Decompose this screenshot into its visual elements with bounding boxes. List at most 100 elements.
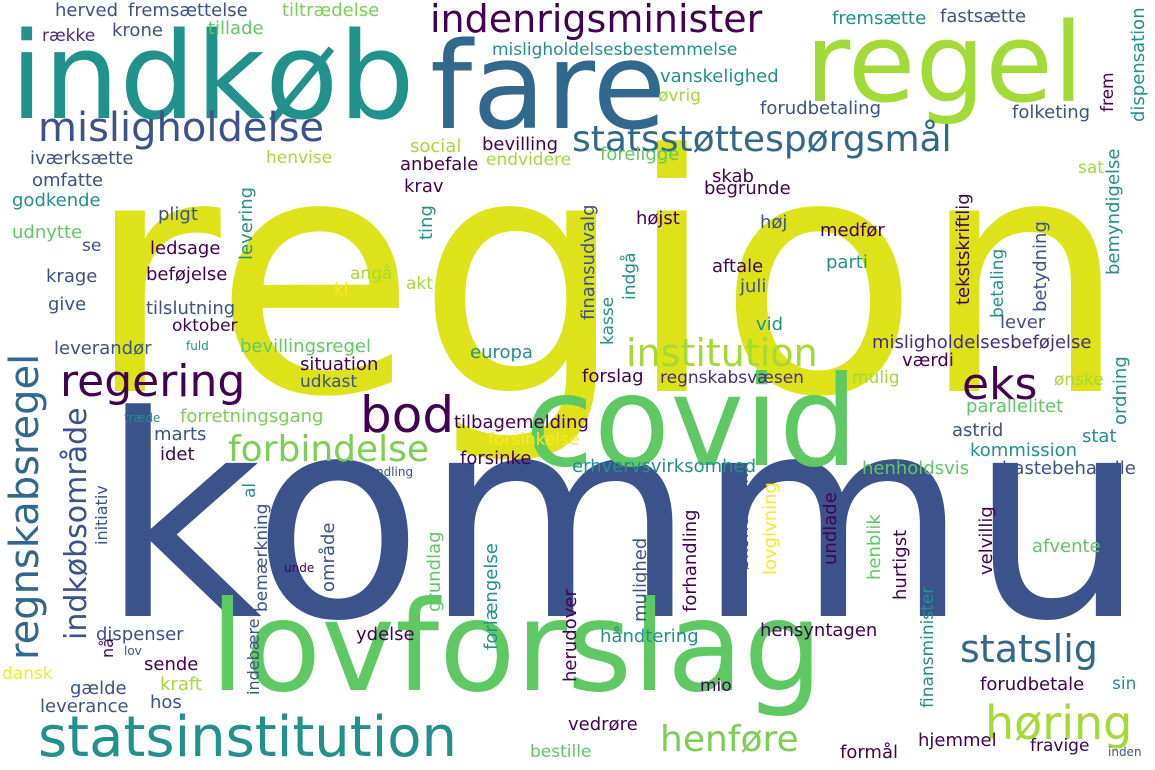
word-finansminister: finansminister — [918, 586, 938, 708]
word-skab: skab — [712, 166, 754, 187]
word-statslig: statslig — [960, 627, 1098, 671]
word-forslag: forslag — [582, 366, 644, 387]
word-okonomisk: økonomisk — [732, 473, 753, 570]
word-lov: lov — [124, 644, 142, 658]
word-kommune: kommune — [100, 357, 1155, 683]
word-henholdsvis: henholdsvis — [862, 458, 970, 479]
word-mulighed: mulighed — [630, 537, 651, 622]
word-forsinke: forsinke — [460, 448, 532, 469]
word-tillade: tillade — [208, 18, 264, 39]
word-velvillig: velvillig — [976, 506, 997, 575]
word-statsinstitution: statsinstitution — [38, 705, 458, 770]
word-horing: høring — [985, 696, 1133, 750]
word-misligholdelse: misligholdelse — [38, 105, 325, 151]
word-astrid: astrid — [952, 420, 1004, 441]
word-herudover: herudover — [560, 589, 581, 682]
word-region: region — [85, 85, 1129, 469]
word-formal: formål — [840, 742, 898, 763]
word-regnskabsregel: regnskabsregel — [2, 353, 48, 660]
word-al: al — [240, 482, 260, 498]
word-ting: ting — [416, 205, 437, 240]
word-krav: krav — [404, 176, 444, 197]
word-hensyntagen: hensyntagen — [760, 620, 878, 641]
word-sat: sat — [1078, 158, 1104, 178]
word-parti: parti — [826, 252, 868, 273]
word-afvente: afvente — [1032, 536, 1101, 557]
word-ledsage: ledsage — [150, 238, 221, 259]
word-medfor: medfør — [820, 220, 885, 241]
word-regnskabsvaesen: regnskabsvæsen — [660, 368, 804, 388]
word-situation: situation — [300, 354, 379, 375]
word-stat: stat — [1082, 426, 1117, 447]
word-folketing: folketing — [1012, 102, 1091, 123]
word-gaelde: gælde — [70, 678, 127, 699]
word-forretningsgang: forretningsgang — [180, 406, 324, 427]
word-fremsaettelse: fremsættelse — [128, 0, 248, 21]
word-undlade: undlade — [820, 492, 841, 565]
word-parallelitet: parallelitet — [966, 396, 1064, 417]
word-traede: træde — [124, 411, 161, 425]
word-forudbetale: forudbetale — [980, 674, 1085, 695]
word-hojst: højst — [636, 208, 680, 229]
word-ivaerksaette: iværksætte — [30, 148, 134, 169]
word-give: give — [48, 294, 87, 315]
word-initiativ: initiativ — [92, 485, 111, 545]
word-herved: herved — [55, 0, 119, 21]
word-bevillingsregel: bevillingsregel — [240, 336, 371, 357]
word-ydelse: ydelse — [356, 624, 415, 645]
word-udnytte: udnytte — [12, 222, 83, 243]
word-mio: mio — [700, 676, 732, 696]
word-lovgivning: lovgivning — [760, 482, 781, 575]
word-lovforslag: lovforslag — [210, 575, 823, 720]
word-bod: bod — [360, 386, 455, 444]
word-hjemmel: hjemmel — [918, 730, 997, 751]
word-fastsaette: fastsætte — [940, 6, 1027, 27]
word-indkobsomrade: indkøbsområde — [59, 407, 94, 640]
word-vedrore: vedrøre — [568, 714, 638, 735]
word-tilbagemelding: tilbagemelding — [454, 412, 589, 433]
word-mulig: mulig — [852, 368, 900, 388]
word-erhvervsvirksomhed: erhvervsvirksomhed — [572, 456, 757, 477]
word-anga: angå — [350, 264, 393, 284]
word-hos: hos — [150, 692, 182, 713]
word-idet: idet — [160, 444, 195, 465]
word-and: and — [372, 485, 395, 499]
word-juli: juli — [740, 276, 767, 297]
word-lever: lever — [1000, 312, 1046, 333]
word-dispenser: dispenser — [96, 624, 184, 645]
word-leverandor: leverandør — [54, 338, 152, 359]
word-betydning: betydning — [1030, 221, 1051, 312]
word-forudbetaling: forudbetaling — [760, 98, 882, 119]
word-indkob: indkøb — [10, 8, 415, 147]
word-ovrig: øvrig — [658, 86, 701, 106]
word-social: social — [410, 136, 462, 157]
word-marts: marts — [154, 424, 207, 445]
word-henblik: henblik — [864, 514, 885, 580]
word-kl: kl — [334, 280, 349, 300]
word-fare: fare — [430, 18, 667, 157]
word-misligholdelsesbefojelse: misligholdelsesbeføjelse — [872, 332, 1092, 353]
word-udkast: udkast — [300, 372, 358, 392]
word-indenrigsminister: indenrigsminister — [430, 0, 763, 41]
word-raekke: række — [42, 26, 96, 46]
word-pligt: pligt — [158, 204, 198, 225]
word-fuld: fuld — [186, 339, 209, 353]
word-bestille: bestille — [530, 742, 592, 762]
word-covid: covid — [525, 350, 859, 495]
word-hastebehandle: hastebehandle — [1002, 458, 1136, 479]
word-bevilling: bevilling — [482, 134, 558, 155]
word-statsstottesporgsmal: statsstøttespørgsmål — [572, 119, 952, 160]
word-oktober: oktober — [172, 316, 238, 336]
word-begrunde: begrunde — [704, 178, 791, 199]
word-kraft: kraft — [160, 674, 202, 695]
word-forhandling: forhandling — [680, 509, 701, 612]
word-omrade: område — [318, 522, 339, 592]
word-fravige: fravige — [1030, 736, 1090, 756]
word-ordning: ordning — [1110, 356, 1131, 425]
word-regel: regel — [805, 0, 1084, 127]
word-levering: levering — [236, 186, 257, 260]
word-krone: krone — [112, 20, 163, 41]
word-forsinkelse: forsinkelse — [488, 430, 580, 450]
word-eks: eks — [962, 359, 1038, 410]
